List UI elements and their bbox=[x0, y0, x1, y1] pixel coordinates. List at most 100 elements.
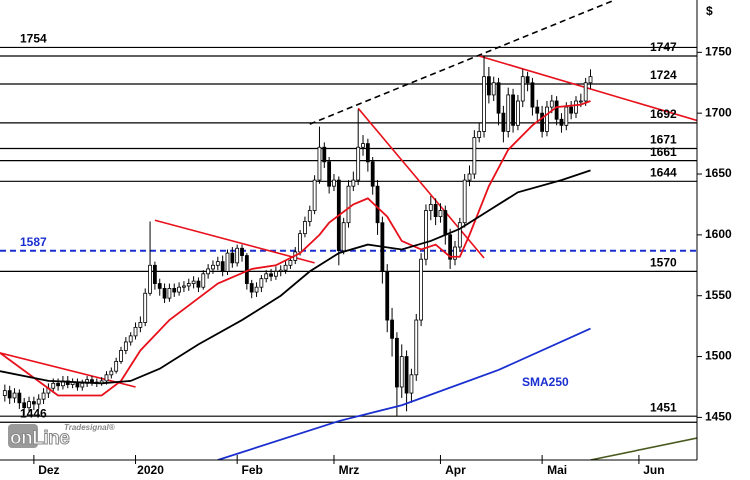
candle-body bbox=[22, 402, 27, 409]
candle-body bbox=[162, 288, 167, 299]
x-tick-label: Mrz bbox=[339, 463, 360, 477]
trend-line bbox=[309, 0, 616, 125]
trend-line bbox=[357, 107, 485, 259]
candle-body bbox=[448, 234, 453, 260]
candle-body bbox=[477, 131, 482, 138]
candle-body bbox=[486, 76, 491, 96]
level-label: 1671 bbox=[650, 133, 677, 147]
level-label: 1587 bbox=[20, 235, 47, 249]
candle-body bbox=[264, 273, 269, 280]
candle-body bbox=[152, 264, 157, 284]
candle-body bbox=[472, 137, 477, 175]
candle-body bbox=[496, 82, 501, 114]
x-tick-label: Feb bbox=[242, 463, 263, 477]
level-label: 1644 bbox=[650, 165, 677, 179]
candle-body bbox=[157, 283, 162, 289]
candle-body bbox=[196, 280, 201, 288]
candle-body bbox=[322, 146, 327, 163]
candle-body bbox=[182, 285, 186, 288]
candle-body bbox=[128, 335, 133, 343]
candle-body bbox=[511, 94, 515, 126]
candle-body bbox=[419, 258, 424, 321]
candle-body bbox=[588, 76, 593, 84]
candle-body bbox=[424, 210, 428, 260]
logo: Tradesignal® onLine bbox=[8, 423, 115, 450]
candle-body bbox=[307, 210, 312, 222]
candle-body bbox=[457, 222, 462, 248]
candle-body bbox=[564, 106, 569, 126]
candle-body bbox=[390, 319, 394, 339]
candle-body bbox=[506, 94, 511, 132]
y-tick-label: 1450 bbox=[705, 410, 732, 424]
y-tick-label: 1750 bbox=[705, 44, 732, 58]
candle-body bbox=[56, 382, 60, 387]
logo-name: onLine bbox=[10, 428, 69, 449]
candle-body bbox=[273, 270, 278, 277]
candle-body bbox=[365, 143, 370, 163]
candle-body bbox=[104, 374, 109, 382]
candle-body bbox=[148, 264, 152, 294]
y-tick-label: 1600 bbox=[705, 227, 732, 241]
candle-body bbox=[303, 221, 307, 235]
candle-body bbox=[172, 288, 177, 293]
candle-body bbox=[438, 210, 443, 218]
candle-body bbox=[409, 374, 414, 394]
logo-brand: Tradesignal® bbox=[64, 423, 115, 432]
candle-body bbox=[351, 179, 356, 187]
candle-body bbox=[27, 401, 31, 409]
candle-body bbox=[215, 261, 220, 266]
candle-body bbox=[177, 286, 181, 293]
candle-body bbox=[583, 82, 588, 102]
level-label: 1724 bbox=[650, 68, 677, 82]
y-tick-label: 1500 bbox=[705, 349, 732, 363]
candle-body bbox=[516, 100, 520, 126]
candle-body bbox=[186, 283, 191, 287]
candle-body bbox=[375, 185, 380, 224]
candle-body bbox=[133, 326, 138, 337]
x-tick-label: Apr bbox=[445, 463, 466, 477]
candle-body bbox=[467, 173, 472, 181]
candle-body bbox=[240, 247, 244, 256]
trend-line bbox=[478, 55, 697, 122]
candle-body bbox=[220, 261, 225, 272]
level-label: 1661 bbox=[650, 145, 677, 159]
candle-body bbox=[535, 106, 540, 114]
candle-body bbox=[191, 280, 196, 284]
candle-body bbox=[341, 222, 346, 252]
candle-body bbox=[244, 255, 249, 284]
y-tick-label: 1700 bbox=[705, 105, 732, 119]
candle-body bbox=[443, 210, 448, 236]
candle-body bbox=[211, 264, 215, 270]
candle-body bbox=[230, 252, 235, 264]
candle-body bbox=[31, 401, 36, 405]
candle-body bbox=[201, 273, 206, 288]
candle-body bbox=[278, 269, 283, 272]
candle-body bbox=[525, 76, 530, 84]
candle-body bbox=[249, 283, 254, 293]
candle-body bbox=[404, 356, 409, 394]
x-tick-label: Mai bbox=[547, 463, 567, 477]
y-tick-label: 1650 bbox=[705, 166, 732, 180]
x-tick-label: Jun bbox=[643, 463, 664, 477]
candle-body bbox=[501, 112, 506, 132]
candle-body bbox=[385, 270, 390, 321]
candle-body bbox=[109, 370, 114, 376]
candle-body bbox=[259, 278, 264, 288]
candle-body bbox=[298, 233, 302, 253]
candle-body bbox=[554, 100, 559, 120]
level-label: 1747 bbox=[650, 40, 677, 54]
level-label: 1692 bbox=[650, 107, 677, 121]
candle-body bbox=[520, 76, 525, 102]
candle-body bbox=[327, 161, 332, 187]
candle-body bbox=[235, 247, 240, 264]
x-tick-label: Dez bbox=[38, 463, 59, 477]
candle-body bbox=[143, 292, 148, 323]
series-line bbox=[0, 100, 591, 397]
candle-body bbox=[462, 179, 467, 224]
candle-body bbox=[356, 146, 361, 181]
candle-body bbox=[312, 179, 317, 211]
candle-body bbox=[254, 286, 259, 293]
candle-body bbox=[17, 392, 22, 404]
